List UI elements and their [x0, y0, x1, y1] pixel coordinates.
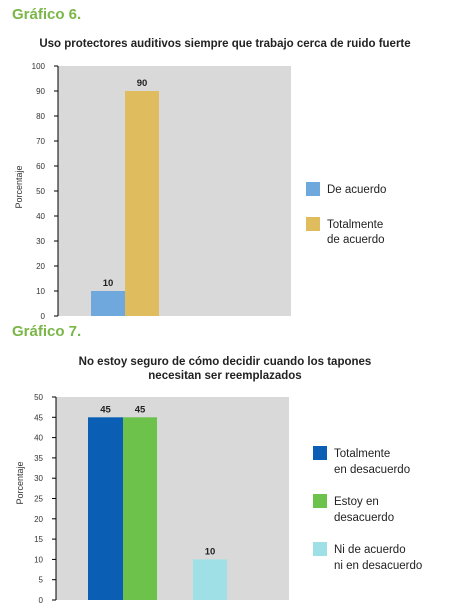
chart6-y-tick-label-7: 70: [36, 137, 45, 146]
chart7-y-tick-label-6: 30: [34, 474, 43, 483]
chart7-legend-swatch-0: [313, 446, 327, 460]
chart7-legend-label-1-0: Estoy en: [334, 496, 379, 508]
chart6-legend-label-1-0: Totalmente: [327, 219, 383, 231]
chart7-legend-label-1-1: desacuerdo: [334, 512, 394, 524]
chart7-legend-label-0-0: Totalmente: [334, 448, 390, 460]
chart7-bar-value-label-2: 10: [205, 546, 216, 557]
chart6-legend-label-1-1: de acuerdo: [327, 234, 385, 246]
chart6-legend-swatch-0: [306, 182, 320, 196]
chart7-legend-label-2-1: ni en desacuerdo: [334, 560, 422, 572]
chart6-plot-area: [58, 66, 291, 316]
chart7-bar-value-label-0: 45: [100, 404, 111, 415]
chart7-legend-swatch-1: [313, 494, 327, 508]
chart7-y-tick-label-1: 5: [39, 576, 44, 585]
chart6-bar-value-label-1: 90: [137, 78, 148, 89]
chart6-y-tick-label-8: 80: [36, 112, 45, 121]
chart6-heading: Gráfico 6.: [12, 6, 82, 23]
chart6-y-tick-label-9: 90: [36, 87, 45, 96]
chart7-legend-swatch-2: [313, 542, 327, 556]
chart7-bar-0: [88, 417, 123, 600]
chart7-y-tick-label-10: 50: [34, 393, 43, 402]
chart7-title-line-1: No estoy seguro de cómo decidir cuando l…: [78, 356, 372, 368]
chart7-y-axis-label: Porcentaje: [15, 461, 25, 504]
chart7-y-tick-label-8: 40: [34, 434, 43, 443]
chart7-bar-value-label-1: 45: [135, 404, 146, 415]
chart7-heading: Gráfico 7.: [12, 323, 82, 340]
chart7-y-tick-label-7: 35: [34, 454, 43, 463]
chart6-y-tick-label-1: 10: [36, 287, 45, 296]
chart7-y-tick-label-4: 20: [34, 515, 43, 524]
chart6-y-tick-label-3: 30: [36, 237, 45, 246]
chart7-y-tick-label-3: 15: [34, 535, 43, 544]
chart7-y-tick-label-2: 10: [34, 555, 43, 564]
chart6-y-tick-label-10: 100: [32, 62, 46, 71]
chart6-legend-label-0-0: De acuerdo: [327, 184, 386, 196]
chart7-bar-1: [123, 417, 157, 600]
chart6-y-tick-label-0: 0: [41, 312, 46, 321]
chart7-y-tick-label-5: 25: [34, 495, 43, 504]
chart6-title: Uso protectores auditivos siempre que tr…: [39, 38, 411, 50]
chart6-y-axis-label: Porcentaje: [14, 165, 24, 208]
chart7-title-line-2: necesitan ser reemplazados: [148, 370, 302, 382]
chart6-bar-0: [91, 291, 125, 316]
chart6-legend-swatch-1: [306, 217, 320, 231]
chart7-title: No estoy seguro de cómo decidir cuando l…: [0, 355, 450, 383]
chart6-y-tick-label-6: 60: [36, 162, 45, 171]
chart6-bar-1: [125, 91, 159, 316]
chart7-legend-label-2-0: Ni de acuerdo: [334, 544, 406, 556]
chart6-y-tick-label-2: 20: [36, 262, 45, 271]
chart7-y-tick-label-0: 0: [39, 596, 44, 605]
chart7-legend-label-0-1: en desacuerdo: [334, 464, 410, 476]
chart6-bar-value-label-0: 10: [103, 278, 114, 289]
chart7-y-tick-label-9: 45: [34, 413, 43, 422]
chart6-y-tick-label-5: 50: [36, 187, 45, 196]
chart6-y-tick-label-4: 40: [36, 212, 45, 221]
chart7-bar-2: [193, 559, 227, 600]
